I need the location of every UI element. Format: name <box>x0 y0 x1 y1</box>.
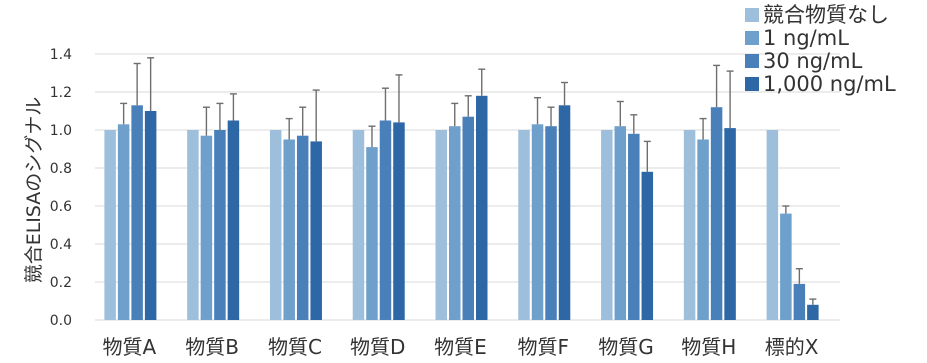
bars <box>104 95 819 321</box>
x-category-label: 物質A <box>103 335 157 359</box>
bar <box>558 105 571 320</box>
bar <box>601 130 613 320</box>
legend-label: 1,000 ng/mL <box>763 72 896 96</box>
bar <box>435 130 447 320</box>
y-tick-label: 0.0 <box>50 313 72 329</box>
y-tick-label: 0.4 <box>50 237 72 253</box>
bar <box>104 130 116 320</box>
legend-label: 1 ng/mL <box>763 26 849 50</box>
legend-swatch <box>745 54 759 68</box>
y-tick-label: 0.8 <box>50 161 72 177</box>
bar <box>697 139 709 320</box>
bar <box>214 130 226 320</box>
bar <box>780 213 792 320</box>
x-category-label: 物質C <box>268 335 322 359</box>
bar <box>131 105 143 320</box>
y-axis-ticks: 0.0 0.2 0.4 0.6 0.8 1.0 1.2 1.4 <box>50 47 72 329</box>
bar <box>449 126 461 320</box>
bar <box>531 124 544 320</box>
bar <box>296 135 309 320</box>
y-tick-label: 0.2 <box>50 275 72 291</box>
bar <box>683 130 696 320</box>
y-tick-label: 0.6 <box>50 199 72 215</box>
bar <box>710 107 723 320</box>
y-tick-label: 1.0 <box>50 123 72 139</box>
bar <box>614 126 627 320</box>
bar <box>462 116 474 320</box>
bar <box>200 135 213 320</box>
x-axis-labels: 物質A 物質B 物質C 物質D 物質E 物質F 物質G 物質H 標的X <box>103 335 819 359</box>
bar <box>766 130 779 320</box>
x-category-label: 物質F <box>518 335 570 359</box>
bar <box>793 283 806 320</box>
legend-label: 30 ng/mL <box>763 49 863 73</box>
bar <box>545 126 557 320</box>
bar <box>187 130 199 320</box>
bar <box>310 141 322 320</box>
bar <box>283 139 295 320</box>
legend-swatch <box>745 8 759 22</box>
bar <box>807 304 819 320</box>
bar <box>379 120 392 320</box>
bar <box>393 122 405 321</box>
x-category-label: 物質D <box>350 335 405 359</box>
y-axis-title: 競合ELISAのシグナル <box>23 97 45 284</box>
bar <box>628 133 640 320</box>
bar <box>117 124 130 320</box>
error-bars <box>120 57 817 305</box>
legend-swatch <box>745 31 759 45</box>
bar <box>724 128 736 320</box>
bar <box>641 171 654 320</box>
y-tick-label: 1.2 <box>50 85 72 101</box>
x-category-label: 物質E <box>434 335 487 359</box>
bar <box>269 130 282 320</box>
bar <box>144 111 157 320</box>
y-tick-label: 1.4 <box>50 47 72 63</box>
bar <box>352 130 365 320</box>
x-category-label: 物質H <box>681 335 736 359</box>
bar <box>476 95 488 320</box>
bar <box>366 147 378 320</box>
x-category-label: 物質G <box>598 335 654 359</box>
bar <box>227 120 240 320</box>
legend-label: 競合物質なし <box>763 3 889 27</box>
bar <box>518 130 530 320</box>
legend-swatch <box>745 77 759 91</box>
x-category-label: 標的X <box>765 335 819 359</box>
x-category-label: 物質B <box>185 335 239 359</box>
